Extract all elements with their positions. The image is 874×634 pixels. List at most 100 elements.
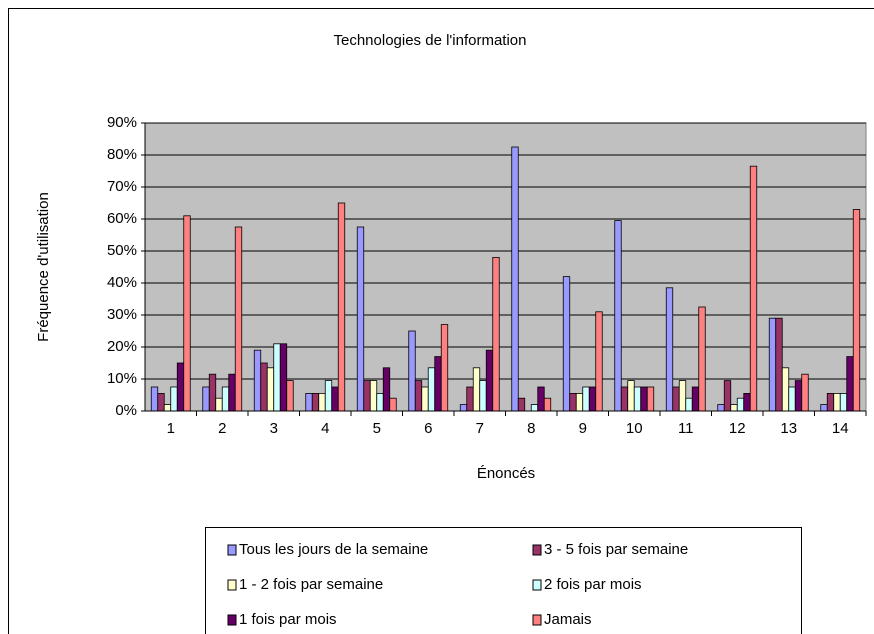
legend-swatch — [227, 614, 237, 626]
legend-swatch — [532, 579, 542, 591]
bar — [376, 392, 384, 412]
bar — [369, 380, 378, 412]
bar — [150, 386, 159, 412]
chart-title: Technologies de l'information — [334, 32, 527, 49]
bar — [286, 380, 294, 412]
bar — [537, 386, 545, 412]
bar — [382, 367, 391, 412]
bar — [517, 397, 526, 412]
bar — [511, 146, 519, 412]
bar — [472, 367, 481, 412]
bar — [543, 397, 552, 412]
bar — [569, 392, 577, 412]
bar — [562, 276, 571, 412]
plot-area — [144, 122, 867, 412]
bar — [627, 380, 635, 412]
x-tick-label: 11 — [678, 420, 694, 437]
bar — [582, 386, 590, 412]
x-tick-label: 3 — [270, 420, 278, 437]
bar — [305, 392, 313, 412]
bar — [318, 392, 326, 412]
legend-label: 2 fois par mois — [544, 576, 642, 593]
bar — [170, 386, 178, 412]
bar — [163, 404, 172, 412]
x-tick-label: 5 — [373, 420, 381, 437]
bar — [331, 386, 339, 412]
legend-label: Jamais — [544, 611, 592, 628]
y-tick-label: 10% — [107, 370, 137, 387]
bar — [183, 215, 191, 412]
x-tick-label: 7 — [476, 420, 484, 437]
legend-swatch — [532, 614, 542, 626]
bar — [427, 367, 436, 412]
bar — [588, 386, 597, 412]
bar — [485, 349, 494, 412]
bar — [575, 392, 584, 412]
bar — [775, 317, 783, 412]
bar — [363, 380, 371, 412]
bar — [788, 386, 796, 412]
bar — [260, 362, 268, 412]
bar — [434, 356, 442, 412]
x-tick-label: 8 — [527, 420, 535, 437]
bar — [208, 373, 217, 412]
legend-swatch — [227, 579, 237, 591]
bar — [389, 397, 397, 412]
bar — [717, 404, 725, 412]
bar — [337, 202, 346, 412]
bar — [202, 386, 210, 412]
bar — [743, 392, 751, 412]
bar — [620, 386, 629, 412]
legend-label: 1 fois par mois — [239, 611, 337, 628]
bar — [633, 386, 642, 412]
legend-box — [205, 527, 802, 634]
bar — [691, 386, 700, 412]
y-tick-label: 90% — [107, 114, 137, 131]
x-tick-label: 12 — [729, 420, 746, 437]
bar — [839, 392, 848, 412]
legend-label: Tous les jours de la semaine — [239, 541, 428, 558]
bar — [253, 349, 262, 412]
x-tick-label: 6 — [424, 420, 432, 437]
x-tick-label: 13 — [780, 420, 797, 437]
x-tick-label: 14 — [832, 420, 849, 437]
bar — [530, 404, 539, 412]
bar — [266, 367, 275, 412]
bar — [614, 220, 622, 412]
bar — [595, 311, 603, 412]
bar — [311, 392, 320, 412]
legend-swatch — [532, 544, 542, 556]
bar — [421, 386, 429, 412]
legend-label: 1 - 2 fois par semaine — [239, 576, 383, 593]
legend-label: 3 - 5 fois par semaine — [544, 541, 688, 558]
y-tick-label: 20% — [107, 338, 137, 355]
bar — [801, 373, 809, 412]
bar — [279, 343, 288, 412]
bar — [466, 386, 474, 412]
bar — [176, 362, 185, 412]
bar — [672, 386, 680, 412]
bar — [356, 226, 365, 412]
y-tick-label: 50% — [107, 242, 137, 259]
bar — [479, 380, 487, 412]
bar — [794, 380, 803, 412]
bar — [221, 386, 230, 412]
bar — [736, 397, 745, 412]
y-tick-label: 60% — [107, 210, 137, 227]
bar — [846, 356, 854, 412]
bar — [698, 306, 706, 412]
x-tick-label: 1 — [167, 420, 175, 437]
bar — [781, 367, 790, 412]
bar — [665, 287, 674, 412]
bar — [440, 324, 449, 412]
x-tick-label: 2 — [218, 420, 226, 437]
bar — [408, 330, 416, 412]
y-tick-label: 30% — [107, 306, 137, 323]
y-axis-label: Fréquence d'utilisation — [35, 192, 52, 342]
bar — [640, 386, 648, 412]
y-tick-label: 70% — [107, 178, 137, 195]
y-tick-label: 40% — [107, 274, 137, 291]
bar — [492, 256, 500, 412]
bar — [749, 165, 758, 412]
